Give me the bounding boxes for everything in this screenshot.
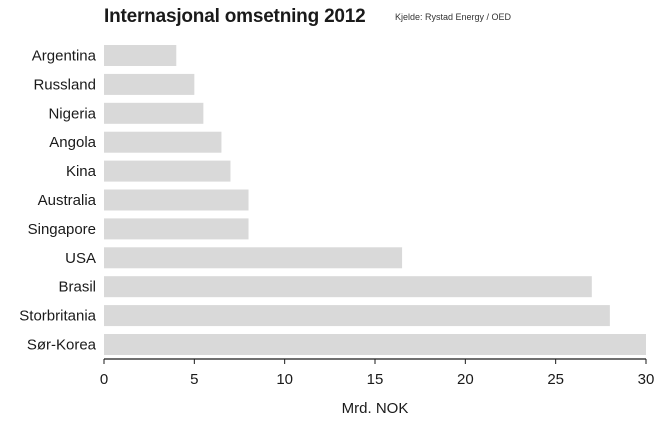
bars-group xyxy=(104,45,646,355)
x-axis-ticks: 0 5 10 15 20 25 30 xyxy=(100,359,655,388)
bar-9 xyxy=(104,305,610,327)
chart-source: Kjelde: Rystad Energy / OED xyxy=(395,12,512,22)
bar-5 xyxy=(104,189,249,211)
category-label-6: Singapore xyxy=(28,221,96,238)
x-tick-label-3: 15 xyxy=(367,371,384,388)
x-tick-label-6: 30 xyxy=(638,371,655,388)
bar-3 xyxy=(104,131,222,153)
bar-4 xyxy=(104,160,231,182)
bar-6 xyxy=(104,218,249,240)
category-label-3: Angola xyxy=(49,134,96,151)
x-tick-label-0: 0 xyxy=(100,371,108,388)
category-label-0: Argentina xyxy=(32,48,97,65)
bar-0 xyxy=(104,45,177,66)
bar-8 xyxy=(104,276,592,298)
category-label-7: USA xyxy=(65,250,96,267)
x-tick-label-2: 10 xyxy=(276,371,293,388)
category-label-4: Kina xyxy=(66,163,97,180)
x-tick-label-4: 20 xyxy=(457,371,474,388)
category-label-9: Storbritania xyxy=(19,308,96,325)
x-tick-label-1: 5 xyxy=(190,371,198,388)
bar-10 xyxy=(104,334,646,355)
bar-2 xyxy=(104,102,204,124)
category-labels: Argentina Russland Nigeria Angola Kina Austra… xyxy=(19,48,96,354)
category-label-1: Russland xyxy=(33,76,96,93)
category-label-8: Brasil xyxy=(58,279,96,296)
bar-1 xyxy=(104,73,195,95)
category-label-2: Nigeria xyxy=(48,105,96,122)
category-label-5: Australia xyxy=(38,192,97,209)
chart-title: Internasjonal omsetning 2012 xyxy=(104,6,366,27)
x-tick-label-5: 25 xyxy=(547,371,564,388)
category-label-10: Sør-Korea xyxy=(27,337,97,354)
bar-7 xyxy=(104,247,403,269)
x-axis-title: Mrd. NOK xyxy=(342,400,409,417)
